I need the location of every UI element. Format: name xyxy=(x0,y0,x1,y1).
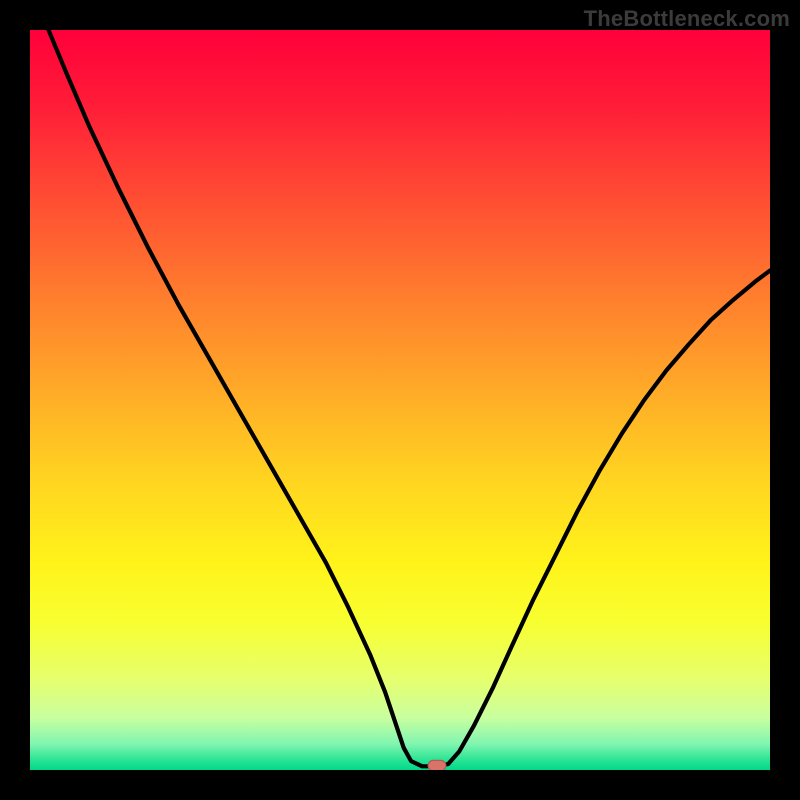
chart-container: TheBottleneck.com xyxy=(0,0,800,800)
optimum-marker xyxy=(428,760,446,770)
plot-gradient-background xyxy=(30,30,770,770)
bottleneck-chart xyxy=(0,0,800,800)
